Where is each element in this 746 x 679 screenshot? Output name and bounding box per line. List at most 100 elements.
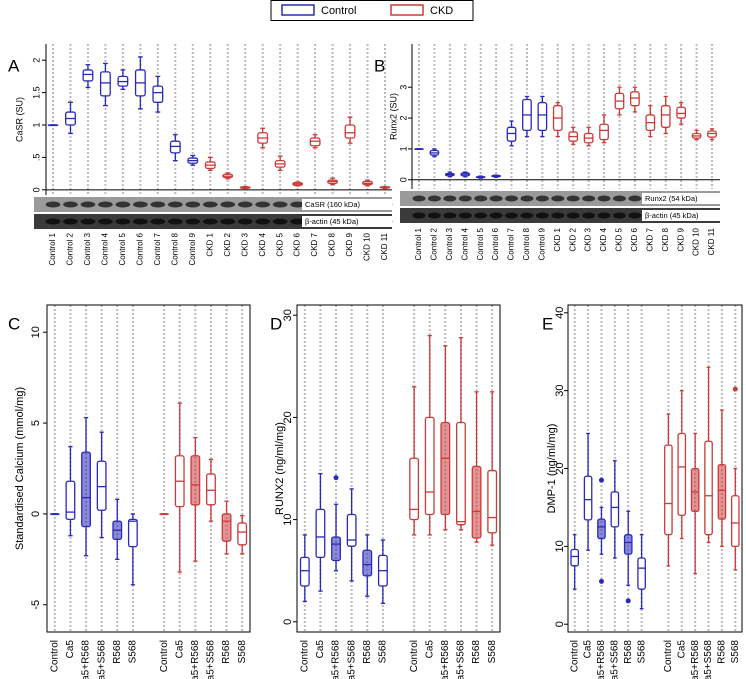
y-tick-label: 0 [31, 187, 41, 192]
blot-band [220, 201, 236, 208]
x-tick-label: CKD 9 [345, 232, 354, 256]
outlier [333, 475, 339, 481]
x-tick-label: Ca5+R568 [440, 640, 451, 679]
x-tick-label: Control 4 [460, 227, 469, 260]
chart: B Runx2 (SU) 0 1 2 3 Runx2 (54 kDa) β-actin (45… [374, 44, 720, 260]
y-tick-label: 10 [30, 326, 42, 338]
x-tick-label: Control [299, 640, 310, 672]
x-tick-label: Control 1 [48, 232, 57, 265]
x-tick-label: CKD 2 [568, 227, 577, 251]
box [315, 508, 326, 559]
legend-swatch [390, 4, 424, 16]
box [637, 557, 646, 590]
x-tick-label: Control 3 [445, 227, 454, 260]
x-tick-label: Ca5 [424, 640, 435, 659]
plot-frame [567, 304, 743, 633]
x-tick-label: CKD 3 [240, 232, 249, 256]
blot-band [551, 195, 565, 202]
blot-band [566, 195, 580, 202]
x-tick-label: CKD 2 [223, 232, 232, 256]
x-tick-label: Ca5+R568 [190, 640, 201, 679]
blot-band [133, 218, 148, 225]
blot-band [150, 218, 166, 225]
x-tick-label: CKD 3 [584, 227, 593, 251]
blot-label-bg [642, 193, 720, 204]
x-tick-label: Ca5 [676, 640, 687, 659]
x-tick-label: Control 2 [66, 232, 75, 265]
x-tick-label: CKD 5 [275, 232, 284, 256]
x-tick-label: R568 [623, 640, 634, 664]
box [362, 549, 373, 577]
x-tick-label: Ca5+R568 [690, 640, 701, 679]
x-tick-label: CKD 4 [599, 227, 608, 251]
box [583, 475, 593, 521]
chart: D RUNX2 (ng/ml/mg) 0 10 20 30 Control Ca5 Ca5+R5… [270, 304, 501, 679]
box [676, 106, 687, 119]
outlier [598, 477, 604, 483]
blot-band [443, 212, 457, 219]
y-tick-label: .5 [31, 154, 41, 162]
panel-label: C [8, 314, 20, 333]
blot-band [582, 212, 596, 219]
y-tick-label: 40 [554, 307, 566, 319]
blot-band [412, 195, 426, 202]
y-tick-label: 0 [398, 177, 408, 182]
blot-band [272, 201, 288, 208]
x-tick-label: CKD 10 [692, 227, 701, 256]
chart: C Standardised Calcium (mmol/mg) -5 0 5 10 Con… [8, 304, 251, 679]
x-tick-label: S568 [128, 640, 139, 664]
x-tick-label: S568 [487, 640, 498, 664]
x-tick-label: Control 7 [153, 232, 162, 265]
x-tick-label: R568 [112, 640, 123, 664]
y-tick-label: 0 [30, 511, 42, 517]
y-tick-label: 1.5 [31, 86, 41, 99]
box [704, 440, 713, 536]
legend-label: CKD [430, 5, 453, 17]
box [190, 455, 201, 506]
blot-band [427, 212, 441, 219]
x-tick-label: Ca5+S568 [456, 640, 467, 679]
x-tick-label: CKD 1 [205, 232, 214, 256]
x-tick-label: Control 4 [101, 232, 110, 265]
x-tick-label: Control [569, 640, 580, 672]
blot-band [612, 195, 626, 202]
x-tick-label: Control [409, 640, 420, 672]
plot-frame [296, 304, 501, 633]
blot-band [220, 218, 236, 225]
panel-label: D [270, 314, 282, 333]
box [237, 522, 248, 546]
x-tick-label: CKD 7 [310, 232, 319, 256]
box [81, 451, 91, 528]
x-tick-label: S568 [237, 640, 248, 664]
x-tick-label: Control 9 [537, 227, 546, 260]
box [690, 467, 700, 512]
box [331, 536, 341, 562]
box [717, 463, 727, 520]
y-axis-label: CaSR (SU) [14, 97, 24, 142]
y-tick-label: 20 [554, 462, 566, 474]
blot-band [458, 195, 472, 202]
box [440, 421, 451, 516]
blot-band [443, 195, 457, 202]
box [610, 491, 620, 528]
x-tick-label: Control 6 [491, 227, 500, 260]
blot-band [185, 201, 201, 208]
box [152, 85, 164, 103]
blot-band [63, 201, 78, 208]
box [344, 124, 356, 139]
blot-band [489, 195, 503, 202]
outlier [598, 578, 604, 584]
blot-band [535, 212, 549, 219]
y-tick-label: 1 [31, 123, 41, 128]
x-tick-label: CKD 5 [615, 227, 624, 251]
blot-band [167, 201, 183, 208]
x-tick-label: Ca5+R568 [596, 640, 607, 679]
blot-band [474, 195, 488, 202]
blot-label-bg [302, 199, 392, 210]
y-tick-label: 3 [398, 85, 408, 90]
blot-label-bg [642, 210, 720, 221]
box [597, 518, 606, 540]
x-tick-label: Control 1 [414, 227, 423, 260]
blot-band [612, 212, 626, 219]
x-tick-label: S568 [730, 640, 741, 664]
